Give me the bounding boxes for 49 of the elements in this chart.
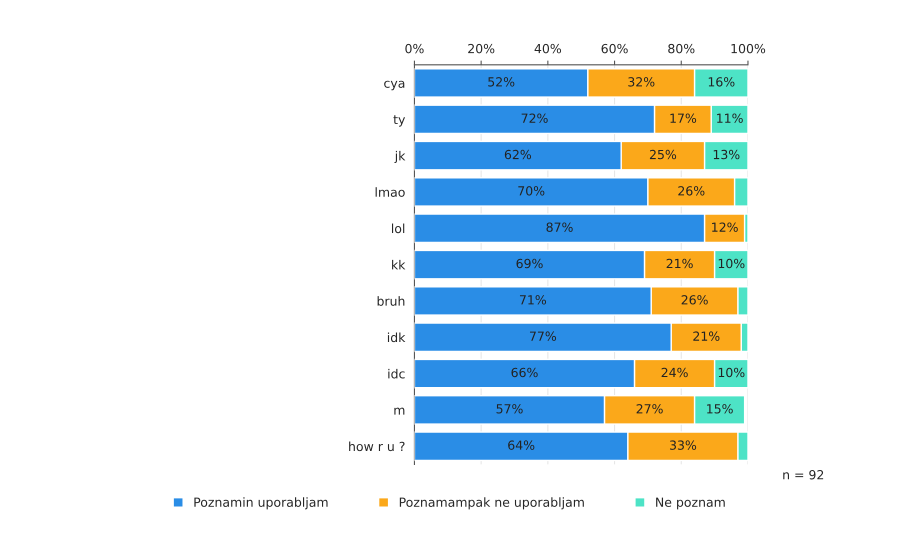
data-label: 72% xyxy=(522,113,548,123)
data-label: 21% xyxy=(666,258,693,268)
data-label: 70% xyxy=(518,186,544,196)
x-tick-label: 40% xyxy=(534,44,562,54)
y-tick-label: m xyxy=(394,408,404,415)
y-tick-label: idk xyxy=(388,332,406,342)
data-label: 16% xyxy=(708,77,734,87)
data-label: 11% xyxy=(717,113,743,123)
data-label: 77% xyxy=(530,331,556,341)
y-tick-label: lol xyxy=(392,224,404,234)
data-label: 87% xyxy=(546,222,573,232)
y-tick-label: kk xyxy=(392,260,406,270)
x-tick-label: 80% xyxy=(668,44,694,54)
data-label: 10% xyxy=(718,258,744,268)
data-label: 66% xyxy=(511,368,538,378)
data-label: 62% xyxy=(504,150,532,160)
legend-label: Ne poznam xyxy=(656,498,725,510)
data-label: 27% xyxy=(636,404,663,414)
data-label: 26% xyxy=(678,186,704,196)
data-label: 13% xyxy=(714,150,740,160)
y-tick-label: how r u ? xyxy=(349,441,405,452)
data-label: 26% xyxy=(682,295,708,305)
data-label: 10% xyxy=(718,368,744,378)
data-label: 33% xyxy=(670,440,696,450)
legend-label: Poznamin uporabljam xyxy=(194,497,328,510)
x-tick-label: 60% xyxy=(602,44,628,54)
data-label: 17% xyxy=(670,113,696,123)
data-label: 15% xyxy=(707,404,733,414)
data-label: 12% xyxy=(712,222,738,232)
data-label: 32% xyxy=(628,77,654,87)
data-label: 69% xyxy=(516,258,543,268)
x-tick-label: 100% xyxy=(731,44,766,54)
data-label: 25% xyxy=(650,150,676,160)
legend-label: Poznamampak ne uporabljam xyxy=(400,497,584,510)
data-label: 52% xyxy=(488,77,514,87)
data-label: 21% xyxy=(693,331,720,341)
y-tick-label: bruh xyxy=(378,296,404,306)
data-label: 64% xyxy=(508,440,534,450)
y-tick-label: jk xyxy=(394,150,406,163)
y-tick-label: idc xyxy=(388,368,405,379)
x-tick-label: 0% xyxy=(405,44,424,54)
x-tick-label: 20% xyxy=(468,44,494,54)
y-tick-label: ty xyxy=(393,115,406,127)
data-label: 71% xyxy=(520,295,546,305)
y-tick-label: cya xyxy=(384,80,404,90)
data-label: 57% xyxy=(496,404,523,414)
text: n = 92 xyxy=(783,470,824,480)
data-label: 24% xyxy=(662,368,688,378)
y-tick-label: lmao xyxy=(376,187,405,197)
